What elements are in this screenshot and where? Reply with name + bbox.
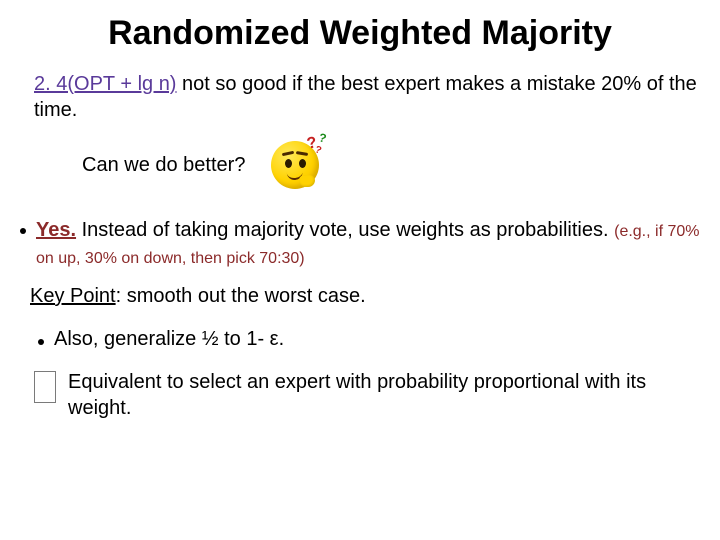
question-text: Can we do better? [82, 154, 245, 177]
key-point: Key Point: smooth out the worst case. [0, 285, 720, 308]
bullet-1-text: Yes. Instead of taking majority vote, us… [36, 217, 700, 271]
thinking-emoji-icon: ??? [269, 137, 325, 193]
intro-line: 2. 4(OPT + lg n) not so good if the best… [0, 71, 720, 123]
bullet-2: Also, generalize ½ to 1- ε. [0, 328, 720, 351]
placeholder-box-icon [34, 371, 56, 403]
equivalent-row: Equivalent to select an expert with prob… [0, 369, 720, 421]
equivalent-text: Equivalent to select an expert with prob… [68, 369, 696, 421]
key-point-rest: : smooth out the worst case. [116, 285, 366, 307]
bullet-1: Yes. Instead of taking majority vote, us… [0, 217, 720, 271]
bullet-1-rest: Instead of taking majority vote, use wei… [76, 219, 614, 241]
bullet-dot-icon [38, 339, 44, 345]
question-row: Can we do better? ??? [0, 137, 720, 193]
bullet-2-text: Also, generalize ½ to 1- ε. [54, 328, 284, 351]
bullet-dot-icon [20, 228, 26, 234]
key-point-label: Key Point [30, 285, 116, 307]
yes-label: Yes. [36, 219, 76, 241]
formula-highlight: 2. 4(OPT + lg n) [34, 73, 176, 95]
slide-title: Randomized Weighted Majority [0, 0, 720, 61]
